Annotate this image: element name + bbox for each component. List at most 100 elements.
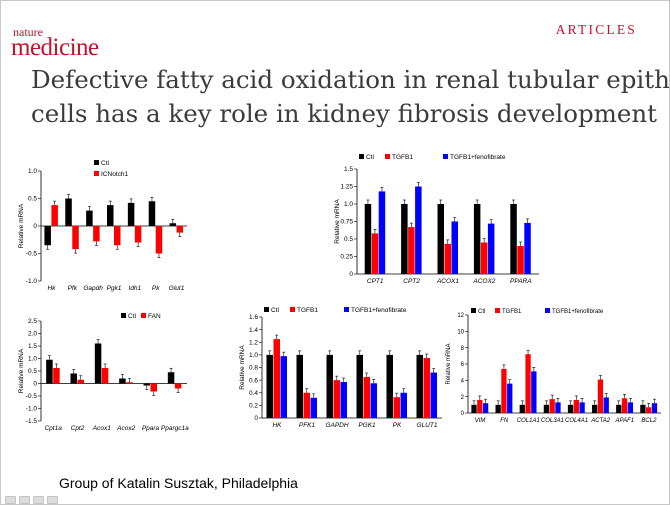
legend-swatch — [495, 308, 500, 313]
legend-label: TGFB1+fenofibrate — [552, 309, 604, 315]
legend-swatch — [94, 171, 99, 176]
slide-nav-icons[interactable] — [5, 491, 61, 504]
bar — [517, 246, 524, 274]
chart-fao-tgfb1: 1.5 1.25 1.0 0.75 0.5 0.25 0 Relative mRNA CPT1 C… — [334, 154, 539, 285]
bar — [393, 397, 400, 418]
x-tick-label: Gapdh — [83, 285, 103, 292]
bar — [603, 397, 609, 413]
bar — [93, 226, 100, 242]
bar — [555, 402, 561, 413]
pen-icon[interactable] — [19, 496, 30, 504]
x-tick-label: HK — [272, 422, 282, 429]
legend-label: TGFB1+fenofibrate — [450, 154, 506, 161]
menu-icon[interactable] — [33, 496, 44, 504]
y-tick-label: 0 — [254, 415, 258, 422]
x-tick-label: Idh1 — [129, 285, 142, 292]
y-tick-label: 6 — [461, 362, 465, 368]
bar — [101, 368, 109, 384]
y-tick-label: 0.8 — [249, 365, 258, 372]
bar — [408, 227, 415, 274]
y-tick-label: 4 — [461, 379, 465, 385]
bar — [51, 205, 58, 226]
bar — [46, 359, 53, 384]
bar — [415, 186, 422, 274]
bar — [94, 343, 102, 384]
bar — [495, 404, 501, 413]
bar — [53, 368, 60, 384]
y-axis-label: Relative mRNA — [239, 345, 246, 390]
x-tick-label: Acox2 — [116, 425, 135, 432]
x-tick-label: Hk — [47, 285, 56, 292]
legend-label: FAN — [148, 313, 161, 320]
bar — [430, 372, 437, 418]
x-tick-label: Cpt2 — [71, 425, 85, 432]
bar — [543, 404, 550, 413]
x-tick-label: PK — [393, 422, 402, 429]
bar — [646, 407, 652, 413]
x-tick-label: Ppara — [142, 425, 160, 432]
y-tick-label: 0 — [349, 271, 353, 278]
chart-fan-fao: 2.5 2.0 1.5 1.0 0.5 0 -0.5 -1.0 -1.5 Relative mRN… — [18, 313, 189, 432]
y-axis-label: Relative mRNA — [334, 199, 341, 244]
bar — [155, 226, 163, 254]
next-slide-icon[interactable] — [47, 496, 58, 504]
y-tick-label: -0.5 — [26, 393, 38, 400]
bar — [340, 382, 347, 418]
y-tick-label: -0.5 — [26, 251, 38, 258]
bar — [519, 404, 525, 413]
bar — [579, 402, 585, 413]
x-tick-label: PGK1 — [358, 422, 376, 429]
journal-logo: nature medicine — [11, 26, 99, 60]
bar — [70, 373, 77, 384]
legend-label: Ctl — [271, 307, 280, 314]
y-tick-label: -1.0 — [26, 406, 38, 413]
x-tick-label: CPT1 — [367, 278, 384, 285]
legend-label: TGFB1 — [502, 309, 522, 315]
legend-label: TGFB1 — [392, 154, 413, 161]
legend-swatch — [385, 154, 390, 159]
bar — [525, 354, 531, 413]
bar — [326, 354, 333, 418]
bar — [333, 380, 340, 418]
legend-label: Ctl — [366, 154, 375, 161]
bar — [597, 379, 604, 413]
x-tick-label: Pfk — [68, 285, 78, 292]
prev-slide-icon[interactable] — [5, 496, 16, 504]
bar — [126, 382, 133, 384]
logo-line2: medicine — [11, 34, 99, 61]
bar — [471, 404, 477, 413]
bar — [363, 376, 370, 418]
x-tick-label: Ppargc1a — [161, 425, 189, 432]
chart-glycolysis-tgfb1: 1.6 1.4 1.2 1.0 0.8 0.6 0.4 0.2 0 Relative mRNA HK… — [239, 307, 442, 429]
y-tick-label: 10 — [457, 330, 464, 336]
bar — [370, 383, 377, 418]
bar — [150, 383, 157, 392]
y-tick-label: 0 — [33, 223, 37, 230]
bar — [451, 221, 458, 274]
bar — [651, 403, 658, 413]
bar — [266, 354, 273, 418]
title-line1: Defective fatty acid oxidation in renal … — [31, 65, 670, 94]
bar — [176, 226, 184, 233]
bar — [114, 226, 121, 246]
y-tick-label: 2.5 — [28, 318, 37, 325]
bar — [386, 354, 393, 418]
chart-icnotch1-glycolysis: 1.0 0.5 0 -0.5 -1.0 Relative mRNA Hk Pfk Gapdh Pg… — [18, 160, 187, 292]
y-tick-label: 2 — [461, 395, 465, 401]
legend-label: Ctl — [128, 313, 137, 320]
y-axis-label: Relative mRNA — [446, 343, 452, 384]
y-tick-label: 2.0 — [28, 331, 37, 338]
y-axis-label: Relative mRNA — [18, 203, 25, 248]
bar — [473, 204, 481, 274]
caption: Group of Katalin Susztak, Philadelphia — [59, 475, 298, 491]
bar — [303, 392, 310, 418]
bar — [510, 204, 517, 274]
bar — [107, 205, 114, 226]
legend-swatch — [471, 308, 476, 313]
bar — [72, 226, 79, 250]
x-tick-label: GAPDH — [325, 422, 348, 429]
y-tick-label: 12 — [457, 313, 464, 319]
y-tick-label: 1.0 — [249, 352, 258, 359]
x-tick-label: BCL2 — [641, 418, 657, 424]
legend-swatch — [94, 160, 99, 165]
